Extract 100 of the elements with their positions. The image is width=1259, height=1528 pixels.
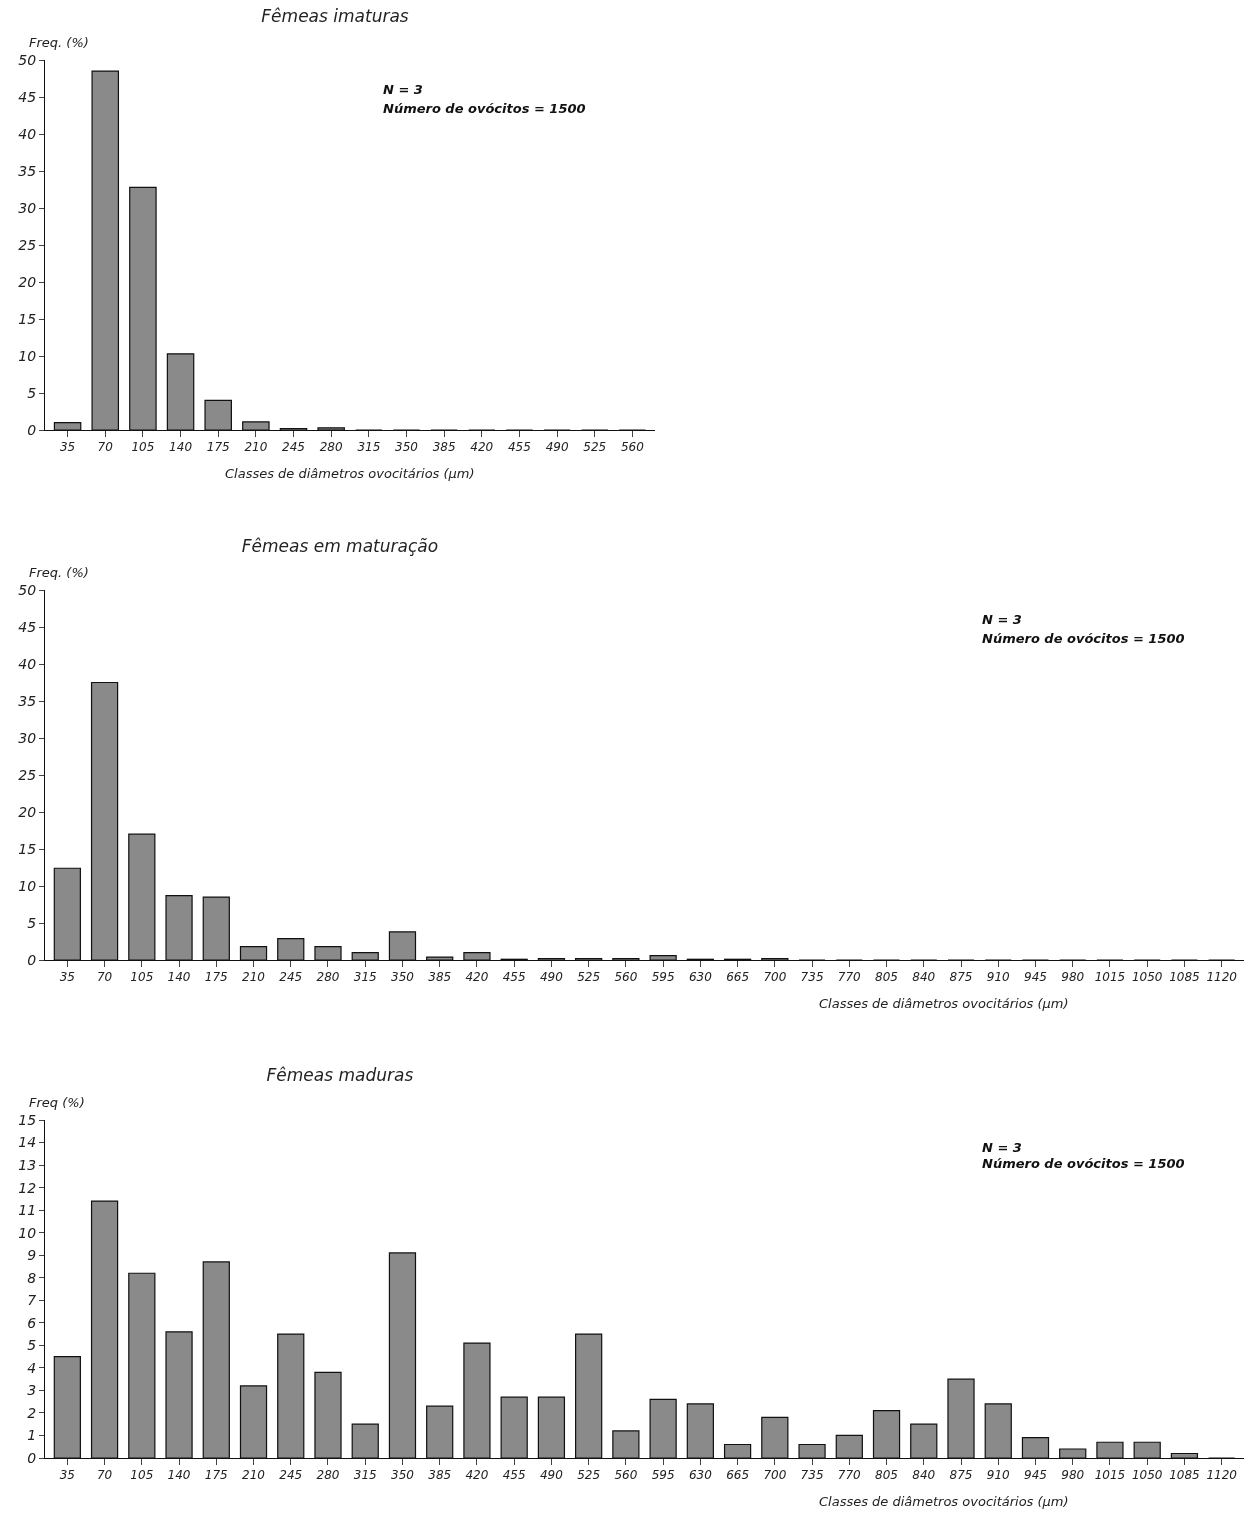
y-tick-label: 15 [18, 840, 37, 857]
y-tick-label: 12 [18, 1179, 37, 1196]
y-tick-label: 5 [27, 1337, 37, 1354]
x-tick-label: 140 [169, 440, 193, 455]
x-tick-label: 840 [912, 1468, 936, 1483]
annotation: N = 3 [982, 1140, 1022, 1155]
chart-title: Fêmeas em maturação [241, 535, 439, 556]
x-tick-label: 280 [319, 440, 343, 455]
x-tick-label: 420 [470, 440, 494, 455]
y-tick-label: 40 [18, 655, 37, 672]
chart-title: Fêmeas imaturas [261, 5, 409, 26]
x-tick-label: 560 [614, 970, 638, 985]
x-tick-label: 420 [465, 970, 489, 985]
x-tick-label: 455 [507, 440, 531, 455]
x-tick-label: 735 [800, 970, 824, 985]
y-tick-label: 5 [27, 384, 37, 401]
annotation: Número de ovócitos = 1500 [982, 631, 1185, 646]
x-tick-label: 385 [432, 440, 456, 455]
y-tick-label: 0 [27, 951, 37, 968]
x-tick-label: 945 [1024, 970, 1047, 985]
x-tick-label: 840 [912, 970, 936, 985]
y-tick-label: 0 [27, 1449, 37, 1466]
x-axis-title: Classes de diâmetros ovocitários (µm) [819, 996, 1069, 1011]
y-tick-label: 45 [18, 88, 37, 105]
x-tick-label: 175 [204, 970, 228, 985]
x-tick-label: 455 [502, 1468, 526, 1483]
y-tick-label: 9 [27, 1247, 37, 1264]
y-tick-label: 1 [27, 1427, 37, 1444]
y-tick-label: 7 [27, 1292, 37, 1309]
y-tick-label: 35 [18, 692, 37, 709]
x-tick-label: 455 [502, 970, 526, 985]
annotation: N = 3 [383, 82, 423, 97]
x-tick-label: 560 [614, 1468, 638, 1483]
y-tick-label: 15 [18, 1111, 37, 1128]
y-tick-label: 25 [18, 766, 37, 783]
y-axis-title: Freq (%) [29, 1095, 85, 1110]
x-tick-label: 70 [96, 970, 113, 985]
y-tick-label: 40 [18, 125, 37, 142]
x-tick-label: 910 [986, 970, 1011, 985]
x-tick-label: 210 [244, 440, 268, 455]
annotation: Número de ovócitos = 1500 [383, 101, 586, 116]
x-tick-label: 35 [59, 1468, 75, 1483]
x-tick-label: 1120 [1206, 970, 1238, 985]
x-tick-label: 980 [1061, 1468, 1085, 1483]
x-tick-label: 315 [353, 1468, 377, 1483]
y-tick-label: 25 [18, 236, 37, 253]
y-tick-label: 11 [18, 1202, 37, 1219]
x-tick-label: 35 [59, 970, 75, 985]
x-tick-label: 420 [465, 1468, 489, 1483]
x-tick-label: 385 [428, 970, 452, 985]
x-tick-label: 910 [986, 1468, 1011, 1483]
x-tick-label: 490 [545, 440, 569, 455]
x-tick-label: 875 [949, 970, 973, 985]
y-tick-label: 50 [18, 581, 37, 598]
x-tick-label: 280 [316, 970, 340, 985]
x-tick-label: 525 [577, 970, 601, 985]
x-tick-label: 35 [59, 440, 76, 455]
x-tick-label: 1120 [1206, 1468, 1238, 1483]
x-tick-label: 315 [357, 440, 381, 455]
x-tick-label: 595 [651, 1468, 675, 1483]
x-axis-title: Classes de diâmetros ovocitários (µm) [819, 1494, 1069, 1509]
x-axis-title: Classes de diâmetros ovocitários (µm) [225, 466, 475, 481]
x-tick-label: 490 [539, 970, 564, 985]
x-tick-label: 700 [763, 1468, 787, 1483]
annotation: Número de ovócitos = 1500 [982, 1156, 1185, 1171]
annotation: N = 3 [982, 612, 1022, 627]
y-tick-label: 2 [27, 1404, 37, 1421]
x-tick-label: 945 [1024, 1468, 1047, 1483]
x-tick-label: 315 [353, 970, 377, 985]
x-tick-label: 525 [583, 440, 607, 455]
y-tick-label: 6 [27, 1314, 37, 1331]
x-tick-label: 1085 [1169, 970, 1200, 985]
x-tick-label: 700 [763, 970, 787, 985]
x-tick-label: 560 [620, 440, 645, 455]
y-tick-label: 30 [18, 199, 37, 216]
x-tick-label: 1050 [1131, 1468, 1163, 1483]
x-tick-label: 245 [279, 1468, 303, 1483]
y-tick-label: 10 [18, 877, 37, 894]
x-tick-label: 105 [131, 440, 155, 455]
y-tick-label: 13 [18, 1156, 37, 1173]
x-tick-label: 875 [949, 1468, 973, 1483]
x-tick-label: 1085 [1169, 1468, 1200, 1483]
x-tick-label: 210 [242, 970, 266, 985]
y-axis-title: Freq. (%) [29, 35, 89, 50]
y-tick-label: 4 [27, 1359, 37, 1376]
x-tick-label: 350 [395, 440, 419, 455]
x-tick-label: 805 [875, 1468, 898, 1483]
x-tick-label: 805 [875, 970, 898, 985]
x-tick-label: 280 [316, 1468, 340, 1483]
x-tick-label: 980 [1061, 970, 1085, 985]
x-tick-label: 140 [167, 970, 191, 985]
x-tick-label: 105 [130, 1468, 154, 1483]
x-tick-label: 735 [800, 1468, 824, 1483]
y-axis-title: Freq. (%) [29, 565, 89, 580]
chart-title: Fêmeas maduras [266, 1065, 414, 1086]
x-tick-label: 770 [837, 1468, 862, 1483]
x-tick-label: 350 [391, 970, 415, 985]
x-tick-label: 665 [726, 1468, 750, 1483]
x-tick-label: 1015 [1094, 970, 1126, 985]
y-tick-label: 14 [18, 1134, 37, 1151]
